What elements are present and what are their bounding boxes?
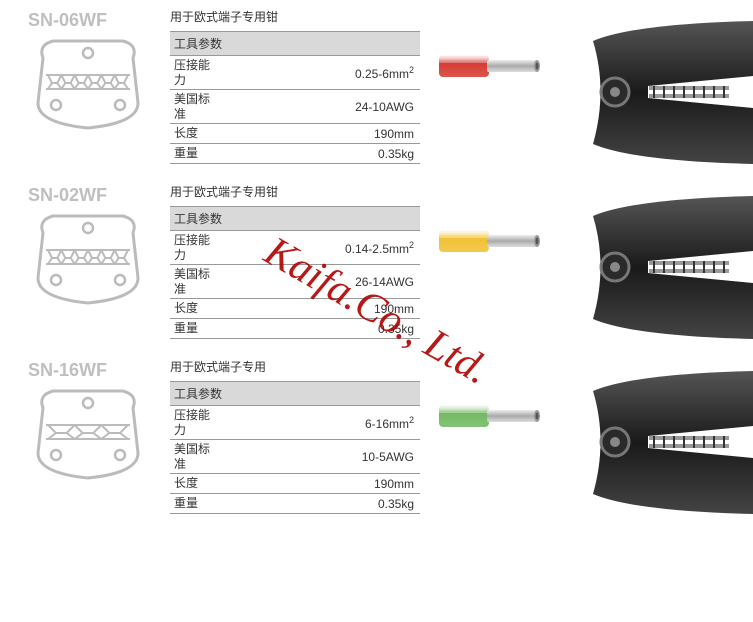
- spec-row: 长度 190mm: [170, 299, 420, 319]
- spec-value-text: 0.25-6mm: [355, 67, 409, 81]
- model-label: SN-16WF: [28, 360, 170, 381]
- spec-key: 压接能力: [170, 56, 218, 89]
- product-row: SN-06WF 用于欧式端子专用钳工具参数压接能力0.25-6mm2美国标准24…: [0, 0, 753, 175]
- spec-value-text: 26-14AWG: [355, 275, 414, 289]
- product-description: 用于欧式端子专用钳: [170, 6, 420, 31]
- die-icon: [28, 208, 170, 308]
- spec-value-text: 190mm: [374, 477, 414, 491]
- spec-value: 26-14AWG: [218, 273, 420, 291]
- spec-value: 0.14-2.5mm2: [218, 238, 420, 258]
- spec-row: 重量 0.35kg: [170, 144, 420, 164]
- die-column: SN-06WF: [0, 6, 170, 133]
- spec-row: 美国标准 26-14AWG: [170, 265, 420, 299]
- crimping-tool-icon: [560, 366, 753, 519]
- spec-value: 190mm: [218, 125, 420, 143]
- model-label: SN-06WF: [28, 10, 170, 31]
- spec-value-text: 190mm: [374, 127, 414, 141]
- spec-row: 重量 0.35kg: [170, 494, 420, 514]
- spec-value-text: 0.35kg: [378, 322, 414, 336]
- product-description: 用于欧式端子专用: [170, 356, 420, 381]
- model-label: SN-02WF: [28, 185, 170, 206]
- spec-key: 美国标准: [170, 90, 218, 123]
- spec-value: 24-10AWG: [218, 98, 420, 116]
- ferrule-icon: [435, 221, 545, 264]
- spec-column: 用于欧式端子专用钳工具参数压接能力0.25-6mm2美国标准24-10AWG长度…: [170, 6, 420, 164]
- spec-value-text: 0.14-2.5mm: [345, 242, 409, 256]
- spec-value-text: 24-10AWG: [355, 100, 414, 114]
- spec-value-text: 10-5AWG: [362, 450, 414, 464]
- die-column: SN-16WF: [0, 356, 170, 483]
- die-icon: [28, 383, 170, 483]
- spec-column: 用于欧式端子专用钳工具参数压接能力0.14-2.5mm2美国标准26-14AWG…: [170, 181, 420, 339]
- tool-column: [560, 181, 753, 344]
- spec-value: 6-16mm2: [218, 413, 420, 433]
- spec-row: 长度 190mm: [170, 474, 420, 494]
- spec-key: 美国标准: [170, 265, 218, 298]
- spec-value-sup: 2: [409, 65, 414, 75]
- spec-header: 工具参数: [170, 381, 420, 406]
- spec-key: 长度: [170, 299, 218, 317]
- crimping-tool-icon: [560, 191, 753, 344]
- die-column: SN-02WF: [0, 181, 170, 308]
- die-icon: [28, 33, 170, 133]
- spec-header: 工具参数: [170, 206, 420, 231]
- spec-key: 压接能力: [170, 406, 218, 439]
- ferrule-column: [420, 356, 560, 439]
- spec-value-sup: 2: [409, 240, 414, 250]
- spec-row: 压接能力0.25-6mm2: [170, 56, 420, 90]
- spec-value-text: 0.35kg: [378, 147, 414, 161]
- spec-key: 重量: [170, 319, 218, 337]
- spec-row: 美国标准 24-10AWG: [170, 90, 420, 124]
- spec-header: 工具参数: [170, 31, 420, 56]
- ferrule-icon: [435, 46, 545, 89]
- spec-value-sup: 2: [409, 415, 414, 425]
- tool-column: [560, 6, 753, 169]
- spec-key: 长度: [170, 474, 218, 492]
- spec-key: 压接能力: [170, 231, 218, 264]
- spec-row: 压接能力0.14-2.5mm2: [170, 231, 420, 265]
- product-description: 用于欧式端子专用钳: [170, 181, 420, 206]
- product-row: SN-02WF 用于欧式端子专用钳工具参数压接能力0.14-2.5mm2美国标准…: [0, 175, 753, 350]
- spec-value: 190mm: [218, 475, 420, 493]
- ferrule-column: [420, 181, 560, 264]
- spec-row: 美国标准 10-5AWG: [170, 440, 420, 474]
- spec-value: 0.25-6mm2: [218, 63, 420, 83]
- spec-value: 0.35kg: [218, 320, 420, 338]
- spec-key: 美国标准: [170, 440, 218, 473]
- spec-value: 0.35kg: [218, 495, 420, 513]
- spec-row: 重量 0.35kg: [170, 319, 420, 339]
- spec-value: 0.35kg: [218, 145, 420, 163]
- spec-key: 长度: [170, 124, 218, 142]
- spec-row: 压接能力6-16mm2: [170, 406, 420, 440]
- crimping-tool-icon: [560, 16, 753, 169]
- spec-key: 重量: [170, 144, 218, 162]
- spec-value-text: 0.35kg: [378, 497, 414, 511]
- spec-row: 长度 190mm: [170, 124, 420, 144]
- ferrule-column: [420, 6, 560, 89]
- spec-column: 用于欧式端子专用工具参数压接能力6-16mm2美国标准10-5AWG长度190m…: [170, 356, 420, 514]
- tool-column: [560, 356, 753, 519]
- spec-key: 重量: [170, 494, 218, 512]
- ferrule-icon: [435, 396, 545, 439]
- spec-value: 190mm: [218, 300, 420, 318]
- spec-value-text: 6-16mm: [365, 417, 409, 431]
- product-row: SN-16WF 用于欧式端子专用工具参数压接能力6-16mm2美国标准10-5A…: [0, 350, 753, 525]
- spec-value-text: 190mm: [374, 302, 414, 316]
- spec-value: 10-5AWG: [218, 448, 420, 466]
